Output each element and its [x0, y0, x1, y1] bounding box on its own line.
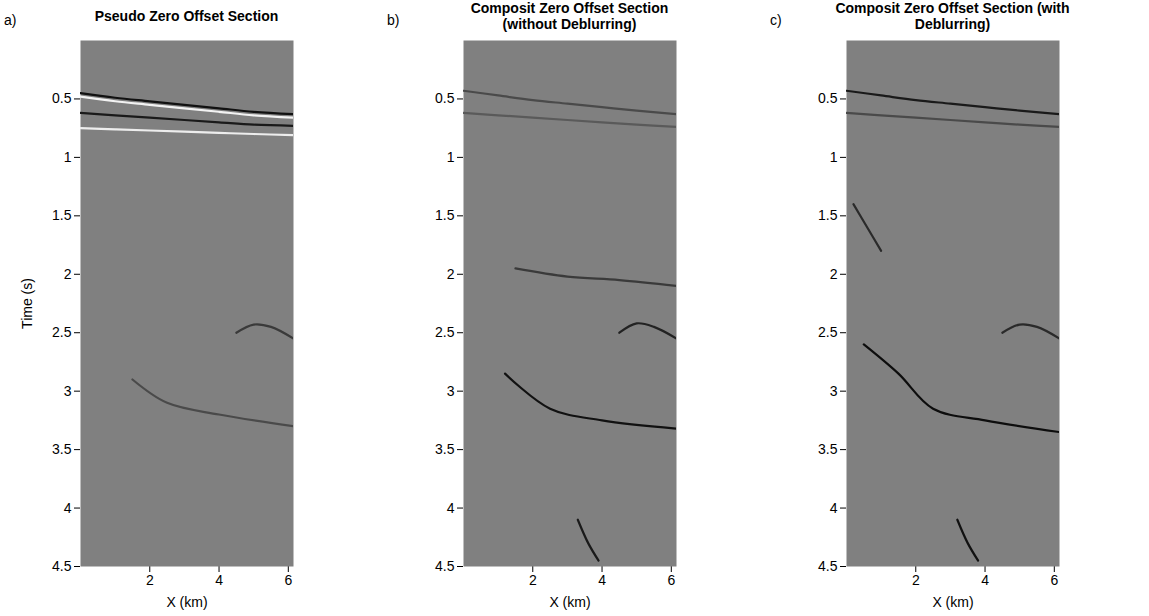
- svg-text:2.5: 2.5: [52, 324, 72, 340]
- svg-text:3.5: 3.5: [435, 441, 455, 457]
- svg-text:2: 2: [529, 572, 537, 588]
- svg-text:1: 1: [447, 149, 455, 165]
- svg-text:0.5: 0.5: [818, 90, 838, 106]
- svg-text:4: 4: [830, 500, 838, 516]
- html-text:Deblurring): Deblurring): [914, 16, 991, 32]
- svg-text:2.5: 2.5: [435, 324, 455, 340]
- svg-text:0.5: 0.5: [435, 90, 455, 106]
- svg-text:4: 4: [981, 572, 989, 588]
- svg-text:1.5: 1.5: [435, 207, 455, 223]
- svg-text:2: 2: [64, 266, 72, 282]
- html-text:b): b): [387, 12, 400, 28]
- svg-text:2: 2: [912, 572, 920, 588]
- svg-text:0.5: 0.5: [52, 90, 72, 106]
- svg-text:4.5: 4.5: [52, 558, 72, 574]
- svg-text:X (km): X (km): [549, 594, 590, 610]
- svg-text:6: 6: [284, 572, 292, 588]
- svg-text:1: 1: [64, 149, 72, 165]
- svg-text:X (km): X (km): [166, 594, 207, 610]
- svg-text:2: 2: [830, 266, 838, 282]
- svg-text:4: 4: [215, 572, 223, 588]
- svg-text:3.5: 3.5: [818, 441, 838, 457]
- svg-text:4.5: 4.5: [435, 558, 455, 574]
- svg-text:X (km): X (km): [932, 594, 973, 610]
- svg-text:4.5: 4.5: [818, 558, 838, 574]
- svg-text:3: 3: [830, 383, 838, 399]
- html-text:(without Deblurring): (without Deblurring): [502, 16, 637, 32]
- html-text:Pseudo Zero Offset Section: Pseudo Zero Offset Section: [94, 8, 279, 24]
- svg-text:1.5: 1.5: [818, 207, 838, 223]
- svg-text:1.5: 1.5: [52, 207, 72, 223]
- svg-text:2: 2: [146, 572, 154, 588]
- svg-text:3.5: 3.5: [52, 441, 72, 457]
- svg-text:3: 3: [64, 383, 72, 399]
- svg-text:2: 2: [447, 266, 455, 282]
- svg-text:4: 4: [64, 500, 72, 516]
- svg-text:Time (s): Time (s): [19, 278, 35, 329]
- svg-text:6: 6: [1050, 572, 1058, 588]
- html-text:Composit Zero Offset Section: Composit Zero Offset Section: [470, 0, 669, 16]
- html-text:Composit Zero Offset Section (: Composit Zero Offset Section (with: [835, 0, 1070, 16]
- svg-text:4: 4: [598, 572, 606, 588]
- svg-text:1: 1: [830, 149, 838, 165]
- html-text:c): c): [770, 12, 782, 28]
- svg-text:3: 3: [447, 383, 455, 399]
- svg-text:4: 4: [447, 500, 455, 516]
- svg-text:2.5: 2.5: [818, 324, 838, 340]
- html-text:a): a): [4, 12, 17, 28]
- svg-text:6: 6: [667, 572, 675, 588]
